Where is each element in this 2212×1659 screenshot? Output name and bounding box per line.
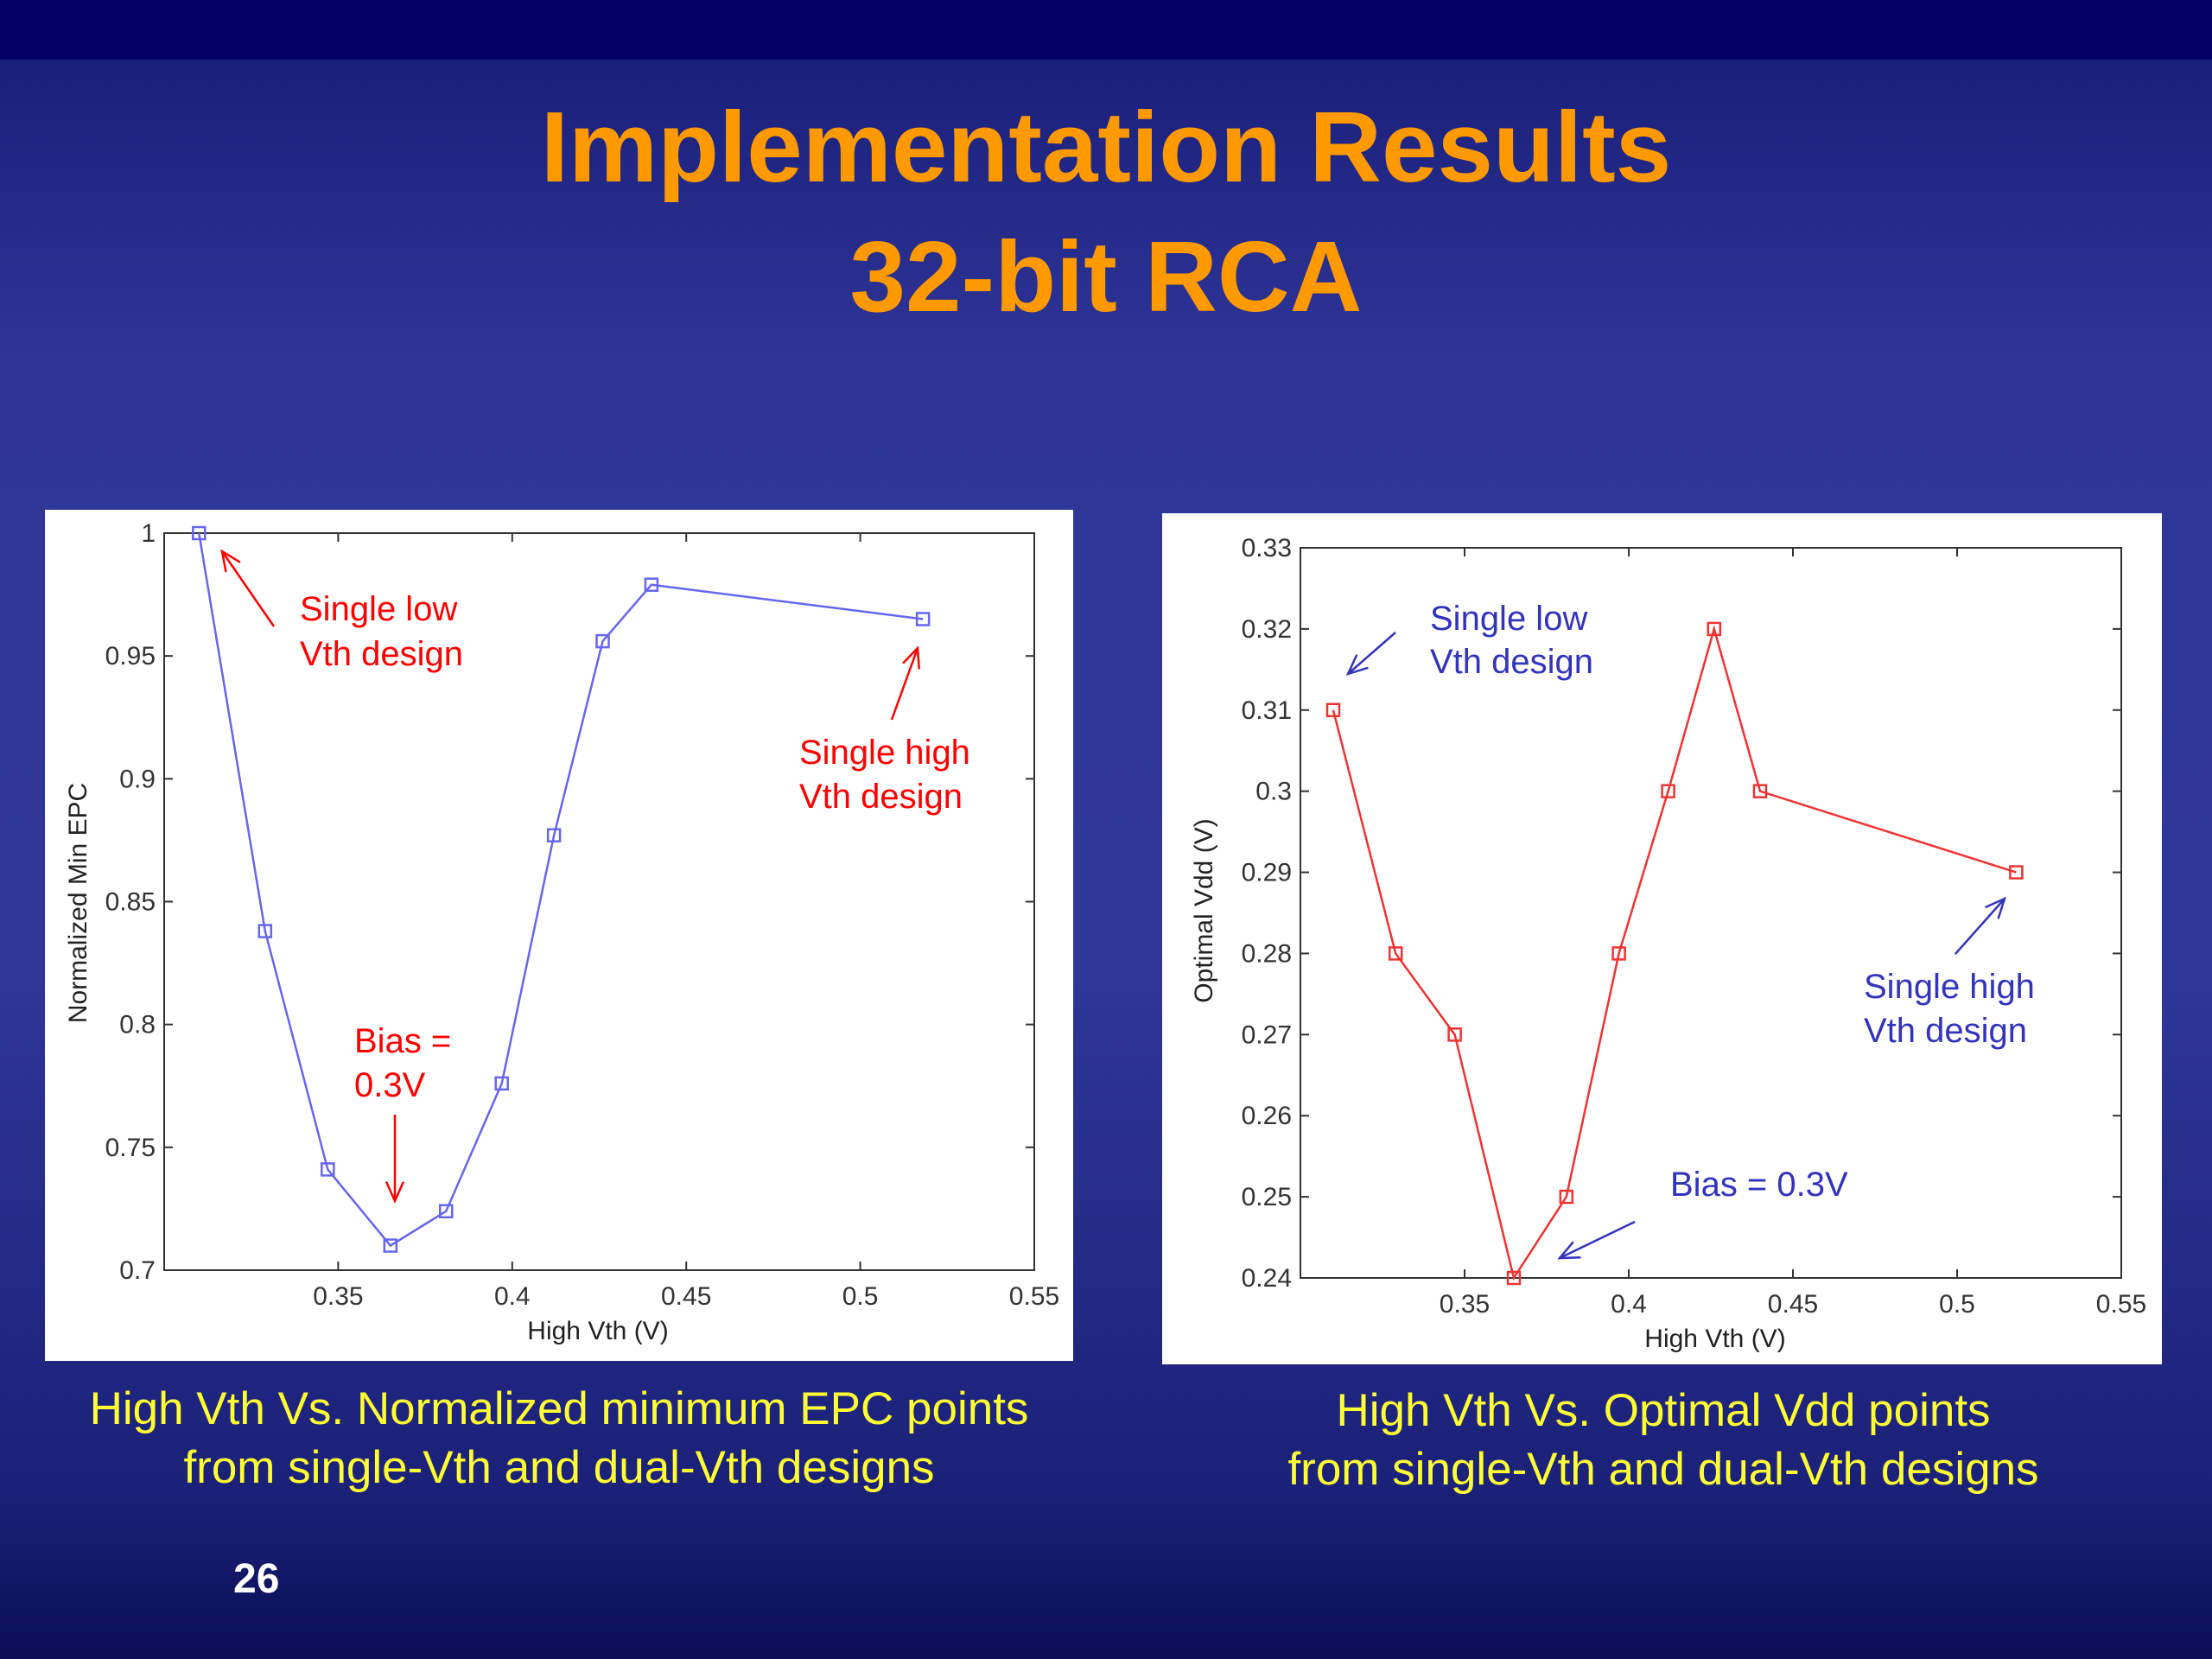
annotation-text: Single high [799,734,970,772]
x-axis-label: High Vth (V) [1644,1325,1785,1353]
annotation-arrow [1560,1220,1636,1258]
y-tick-label: 0.95 [105,642,156,671]
data-point-marker [595,633,610,649]
y-tick-label: 0.24 [1242,1264,1292,1293]
data-point-marker [439,1204,454,1219]
x-tick-label: 0.55 [1009,1282,1059,1311]
data-point-marker [915,612,931,626]
data-point-marker [644,577,659,592]
slide-title: Implementation Results 32-bit RCA [0,82,2212,341]
series-line [1332,625,2017,1281]
annotation-text: Single high [1864,968,2035,1006]
annotation-text: Bias = 0.3V [1670,1166,1848,1204]
x-tick-label: 0.35 [313,1282,363,1311]
data-point-marker [1447,1027,1462,1042]
right-chart: 0.35 0.4 0.45 0.5 0.55 0.24 0.25 0.26 0.27 0.28 0.… [1190,534,2146,1353]
x-tick-label: 0.35 [1440,1290,1490,1319]
right-caption: High Vth Vs. Optimal Vdd points from sin… [1128,1382,2199,1499]
title-line-2: 32-bit RCA [849,220,1363,333]
y-tick-label: 0.9 [119,765,156,793]
data-point-marker [257,924,273,938]
axes-box [1300,547,2122,1279]
y-tick-label: 0.28 [1242,939,1292,968]
data-point-marker [2009,865,2024,880]
data-point-marker [1325,702,1341,718]
data-point-marker [1661,784,1675,798]
data-point-marker [1707,621,1722,637]
annotation-arrow [890,648,918,721]
data-point-marker [1506,1270,1522,1286]
data-point-marker [1388,946,1403,961]
right-chart-panel: 0.35 0.4 0.45 0.5 0.55 0.24 0.25 0.26 0.27 0.28 0.… [1162,513,2162,1364]
y-tick-label: 0.33 [1242,534,1292,563]
annotation-arrow [222,551,276,627]
y-tick-label: 0.32 [1242,615,1292,644]
data-point-marker [321,1162,335,1177]
x-tick-label: 0.45 [1768,1290,1818,1319]
left-chart-panel: 0.35 0.4 0.45 0.5 0.55 0.7 0.75 0.8 0.85 0.9 0.95 1… [45,510,1073,1361]
y-tick-label: 0.75 [105,1134,156,1162]
data-point-marker [1559,1189,1574,1205]
axes-box [163,532,1035,1271]
annotation-text: Bias = [354,1022,451,1060]
y-axis-label: Optimal Vdd (V) [1190,818,1218,1002]
y-tick-label: 0.7 [119,1256,156,1285]
right-caption-line-1: High Vth Vs. Optimal Vdd points [1336,1385,1991,1436]
annotation-text: Vth design [1864,1012,2027,1050]
annotation-text: Vth design [1430,643,1593,681]
y-tick-label: 0.85 [105,888,156,917]
annotation-text: 0.3V [354,1066,426,1104]
x-tick-label: 0.55 [2096,1290,2146,1319]
y-tick-label: 0.27 [1242,1020,1292,1049]
annotation-text: Vth design [799,778,963,816]
y-tick-label: 0.25 [1242,1183,1292,1211]
annotation-text: Single low [300,590,457,628]
page-number: 26 [233,1556,280,1602]
data-point-marker [192,525,207,541]
left-chart: 0.35 0.4 0.45 0.5 0.55 0.7 0.75 0.8 0.85 0.9 0.95 1… [64,519,1059,1345]
y-tick-label: 0.26 [1242,1102,1292,1130]
right-caption-line-2: from single-Vth and dual-Vth designs [1287,1444,2039,1495]
y-tick-label: 0.31 [1242,696,1292,725]
y-tick-label: 1 [141,519,156,548]
data-point-marker [1752,784,1768,798]
data-point-marker [546,828,562,842]
data-point-marker [383,1238,398,1253]
left-caption-line-2: from single-Vth and dual-Vth designs [183,1442,935,1493]
y-tick-label: 0.29 [1242,859,1292,887]
left-caption: High Vth Vs. Normalized minimum EPC poin… [45,1380,1073,1497]
annotation-arrow [1348,632,1396,674]
x-axis-label: High Vth (V) [527,1317,668,1345]
y-axis-label: Normalized Min EPC [64,783,92,1023]
x-tick-label: 0.4 [1611,1290,1647,1319]
y-tick-label: 0.3 [1255,778,1292,806]
x-tick-label: 0.4 [494,1282,531,1311]
x-tick-label: 0.5 [842,1282,879,1311]
series-line [198,532,924,1248]
title-line-1: Implementation Results [540,91,1672,203]
left-caption-line-1: High Vth Vs. Normalized minimum EPC poin… [89,1383,1029,1434]
annotation-text: Vth design [300,635,463,673]
data-point-marker [1611,946,1626,961]
x-tick-label: 0.45 [661,1282,711,1311]
x-tick-label: 0.5 [1939,1290,1975,1319]
data-point-marker [494,1076,509,1091]
y-tick-label: 0.8 [119,1011,156,1039]
annotation-arrow [1955,899,2005,955]
annotation-text: Single low [1430,600,1587,638]
